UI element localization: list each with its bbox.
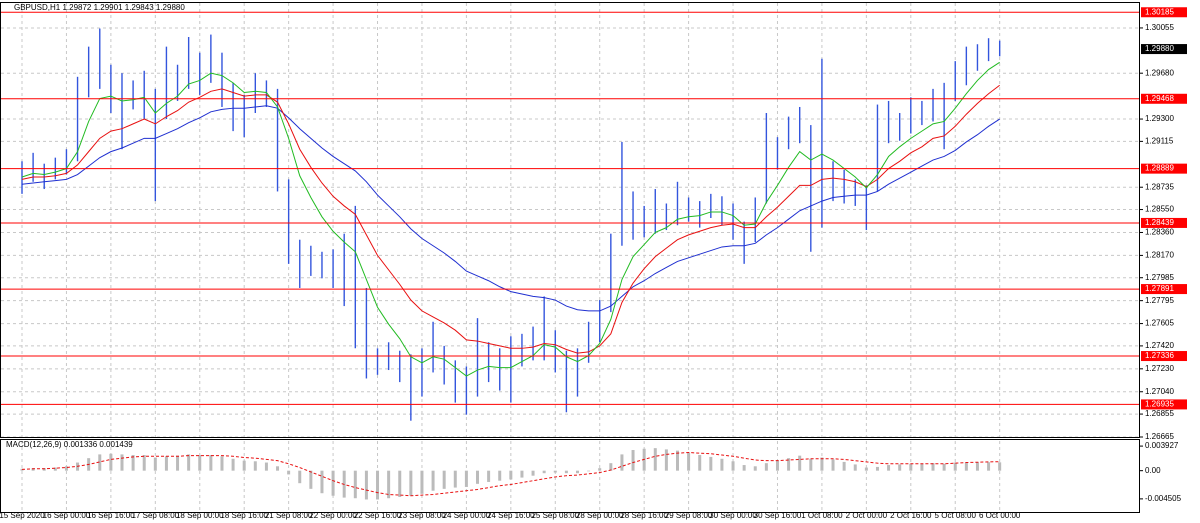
level-label-box xyxy=(1141,163,1187,174)
x-tick-label: 1 Oct 08:00 xyxy=(801,511,843,520)
indicator-line xyxy=(21,452,1000,497)
indicator-line xyxy=(21,84,1000,354)
indicator-line xyxy=(21,61,1000,377)
y-tick-label: 1.29115 xyxy=(1145,136,1174,145)
y-tick-label: 1.30055 xyxy=(1145,23,1174,32)
x-tick-label: 18 Sep 00:00 xyxy=(176,511,224,520)
level-label: 1.27891 xyxy=(1145,284,1174,293)
y-tick-label: 1.27040 xyxy=(1145,387,1174,396)
x-tick-label: 16 Sep 16:00 xyxy=(87,511,135,520)
level-label-box xyxy=(1141,217,1187,228)
y-tick-label: 0.003927 xyxy=(1145,441,1179,450)
y-tick-label: 1.27230 xyxy=(1145,364,1174,373)
y-tick-label: 1.27985 xyxy=(1145,273,1174,282)
y-tick-label: 1.27795 xyxy=(1145,296,1174,305)
x-tick-label: 28 Sep 16:00 xyxy=(620,511,668,520)
level-label: 1.30185 xyxy=(1145,7,1174,16)
chart-title: GBPUSD,H1 1.29872 1.29901 1.29843 1.2988… xyxy=(14,3,185,12)
macd-pane-frame xyxy=(0,439,1140,513)
x-tick-label: 22 Sep 16:00 xyxy=(354,511,402,520)
x-tick-label: 30 Sep 16:00 xyxy=(754,511,802,520)
level-label: 1.29468 xyxy=(1145,94,1174,103)
x-tick-label: 30 Sep 00:00 xyxy=(709,511,757,520)
indicator-line xyxy=(21,105,1000,312)
x-tick-label: 5 Oct 08:00 xyxy=(935,511,977,520)
y-tick-label: 1.29680 xyxy=(1145,68,1174,77)
x-tick-label: 15 Sep 2020 xyxy=(0,511,45,520)
level-label: 1.27336 xyxy=(1145,351,1174,360)
y-tick-label: -0.004505 xyxy=(1145,494,1182,503)
level-label: 1.28889 xyxy=(1145,164,1174,173)
x-tick-label: 25 Sep 08:00 xyxy=(531,511,579,520)
x-tick-label: 23 Sep 08:00 xyxy=(398,511,446,520)
level-label: 1.28439 xyxy=(1145,218,1174,227)
level-label-box xyxy=(1141,351,1187,362)
macd-title: MACD(12,26,9) 0.001336 0.001439 xyxy=(6,440,133,449)
price-pane-frame xyxy=(0,2,1140,438)
y-tick-label: 1.29300 xyxy=(1145,114,1174,123)
x-tick-label: 24 Sep 00:00 xyxy=(443,511,491,520)
x-tick-label: 16 Sep 00:00 xyxy=(43,511,91,520)
level-label-box xyxy=(1141,7,1187,18)
y-tick-label: 1.26665 xyxy=(1145,432,1174,441)
current-price-label: 1.29880 xyxy=(1145,44,1174,53)
y-tick-label: 1.28360 xyxy=(1145,228,1174,237)
level-label-box xyxy=(1141,399,1187,410)
y-tick-label: 1.27605 xyxy=(1145,319,1174,328)
plot xyxy=(20,28,1002,500)
x-tick-label: 2 Oct 00:00 xyxy=(846,511,888,520)
x-tick-label: 28 Sep 00:00 xyxy=(576,511,624,520)
x-tick-label: 29 Sep 08:00 xyxy=(665,511,713,520)
y-tick-label: 1.27420 xyxy=(1145,341,1174,350)
x-tick-label: 21 Sep 08:00 xyxy=(265,511,313,520)
level-label: 1.26935 xyxy=(1145,400,1174,409)
level-label-box xyxy=(1141,93,1187,104)
y-tick-label: 1.28735 xyxy=(1145,182,1174,191)
y-tick-label: 0.00 xyxy=(1145,466,1161,475)
x-tick-label: 18 Sep 16:00 xyxy=(220,511,268,520)
x-tick-label: 24 Sep 16:00 xyxy=(487,511,535,520)
y-tick-label: 1.28550 xyxy=(1145,205,1174,214)
x-tick-label: 2 Oct 16:00 xyxy=(890,511,932,520)
x-tick-label: 6 Oct 00:00 xyxy=(979,511,1021,520)
level-label-box xyxy=(1141,284,1187,295)
x-tick-label: 22 Sep 00:00 xyxy=(309,511,357,520)
current-price-box xyxy=(1141,44,1187,55)
x-tick-label: 17 Sep 08:00 xyxy=(132,511,180,520)
y-tick-label: 1.28170 xyxy=(1145,251,1174,260)
y-tick-label: 1.26855 xyxy=(1145,409,1174,418)
